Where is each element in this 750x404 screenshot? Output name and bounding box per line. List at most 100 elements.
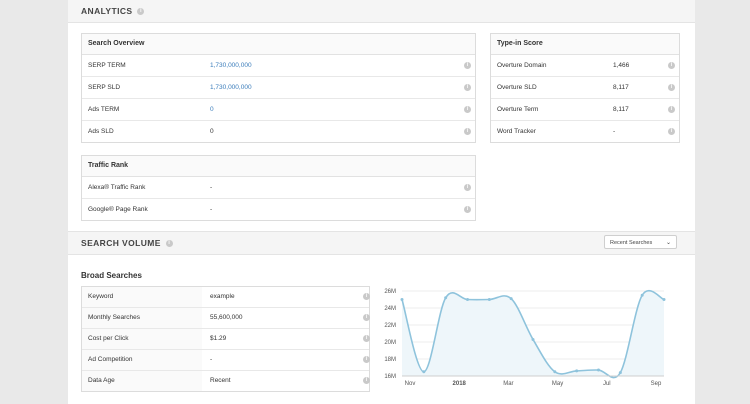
x-tick-label: Sep bbox=[651, 381, 662, 387]
analytics-title-text: ANALYTICS bbox=[81, 6, 133, 16]
y-tick-label: 16M bbox=[384, 374, 396, 380]
data-point bbox=[531, 337, 535, 341]
row-label: Word Tracker bbox=[497, 128, 536, 135]
broad-searches-title: Broad Searches bbox=[81, 271, 142, 280]
info-icon[interactable]: i bbox=[464, 206, 471, 213]
data-point bbox=[597, 368, 600, 372]
row-label: Cost per Click bbox=[82, 329, 202, 349]
row-value-link[interactable]: 1,730,000,000 bbox=[210, 62, 252, 69]
search-overview-panel: Search Overview SERP TERM 1,730,000,000 … bbox=[81, 33, 476, 143]
type-in-score-panel: Type-in Score Overture Domain 1,466 i Ov… bbox=[490, 33, 680, 143]
x-tick-label: Jul bbox=[603, 381, 611, 387]
x-tick-label: Nov bbox=[405, 381, 416, 387]
row-value: 0 bbox=[210, 128, 214, 135]
area-fill bbox=[402, 290, 664, 378]
table-row: Ad Competition - i bbox=[82, 350, 370, 371]
table-row: Keyword example i bbox=[82, 287, 370, 308]
data-point bbox=[575, 369, 579, 373]
info-icon[interactable]: i bbox=[464, 184, 471, 191]
recent-searches-dropdown[interactable]: Recent Searches ⌄ bbox=[604, 235, 677, 249]
row-label: SERP TERM bbox=[88, 62, 126, 69]
row-label: Overture Domain bbox=[497, 62, 547, 69]
table-row: Overture SLD 8,117 i bbox=[491, 77, 679, 99]
data-point bbox=[444, 296, 448, 300]
table-row: Google® Page Rank - i bbox=[82, 199, 475, 220]
search-volume-title: SEARCH VOLUME i bbox=[81, 238, 173, 248]
row-value-link[interactable]: 1,730,000,000 bbox=[210, 84, 252, 91]
page: ANALYTICS i Search Overview SERP TERM 1,7… bbox=[68, 0, 695, 404]
search-volume-header: SEARCH VOLUME i bbox=[68, 231, 695, 255]
dropdown-label: Recent Searches bbox=[610, 240, 653, 246]
table-row: Monthly Searches 55,600,000 i bbox=[82, 308, 370, 329]
row-label: Keyword bbox=[82, 287, 202, 307]
info-icon[interactable]: i bbox=[668, 84, 675, 91]
row-value: example bbox=[210, 293, 235, 300]
data-point bbox=[400, 298, 404, 301]
info-icon[interactable]: i bbox=[165, 240, 173, 248]
row-value: - bbox=[613, 128, 616, 135]
data-point bbox=[509, 297, 513, 301]
table-row: Overture Term 8,117 i bbox=[491, 99, 679, 121]
row-label: Ads TERM bbox=[88, 106, 120, 113]
info-icon[interactable]: i bbox=[464, 84, 471, 91]
broad-searches-table: Keyword example i Monthly Searches 55,60… bbox=[81, 286, 370, 392]
info-icon[interactable]: i bbox=[668, 128, 675, 135]
y-tick-label: 24M bbox=[384, 306, 396, 312]
info-icon[interactable]: i bbox=[464, 128, 471, 135]
traffic-rank-title: Traffic Rank bbox=[82, 156, 475, 177]
table-row: Ads SLD 0 i bbox=[82, 121, 475, 142]
row-label: Overture SLD bbox=[497, 84, 537, 91]
info-icon[interactable]: i bbox=[464, 106, 471, 113]
info-icon[interactable]: i bbox=[464, 62, 471, 69]
data-point bbox=[618, 371, 622, 375]
row-label: Ad Competition bbox=[82, 350, 202, 370]
row-value: 1,466 bbox=[613, 62, 630, 69]
info-icon[interactable]: i bbox=[363, 377, 370, 384]
row-label: Overture Term bbox=[497, 106, 539, 113]
table-row: Alexa® Traffic Rank - i bbox=[82, 177, 475, 199]
table-row: Ads TERM 0 i bbox=[82, 99, 475, 121]
data-point bbox=[640, 293, 644, 297]
info-icon[interactable]: i bbox=[668, 62, 675, 69]
y-tick-label: 26M bbox=[384, 289, 396, 295]
type-in-score-title: Type-in Score bbox=[491, 34, 679, 55]
x-tick-label: Mar bbox=[503, 381, 513, 387]
data-point bbox=[466, 298, 469, 301]
info-icon[interactable]: i bbox=[363, 314, 370, 321]
info-icon[interactable]: i bbox=[137, 8, 145, 16]
info-icon[interactable]: i bbox=[668, 106, 675, 113]
row-value: 55,600,000 bbox=[210, 314, 243, 321]
x-tick-label: May bbox=[552, 381, 563, 387]
row-value: $1.29 bbox=[210, 335, 227, 342]
row-value: - bbox=[210, 206, 213, 213]
table-row: Overture Domain 1,466 i bbox=[491, 55, 679, 77]
row-value-link[interactable]: 0 bbox=[210, 106, 214, 113]
info-icon[interactable]: i bbox=[363, 356, 370, 363]
data-point bbox=[487, 298, 491, 301]
analytics-title: ANALYTICS i bbox=[81, 6, 145, 16]
chevron-down-icon: ⌄ bbox=[665, 240, 671, 246]
table-row: SERP SLD 1,730,000,000 i bbox=[82, 77, 475, 99]
analytics-header: ANALYTICS i bbox=[68, 0, 695, 23]
row-label: SERP SLD bbox=[88, 84, 121, 91]
row-label: Alexa® Traffic Rank bbox=[88, 184, 146, 191]
y-tick-label: 20M bbox=[384, 340, 396, 346]
row-label: Ads SLD bbox=[88, 128, 114, 135]
data-point bbox=[662, 298, 666, 301]
info-icon[interactable]: i bbox=[363, 335, 370, 342]
row-value: 8,117 bbox=[613, 84, 629, 91]
search-volume-title-text: SEARCH VOLUME bbox=[81, 238, 161, 248]
y-tick-label: 18M bbox=[384, 357, 396, 363]
row-label: Google® Page Rank bbox=[88, 206, 148, 213]
traffic-rank-panel: Traffic Rank Alexa® Traffic Rank - i Goo… bbox=[81, 155, 476, 221]
row-value: - bbox=[210, 356, 213, 363]
table-row: Cost per Click $1.29 i bbox=[82, 329, 370, 350]
row-label: Data Age bbox=[82, 371, 202, 391]
info-icon[interactable]: i bbox=[363, 293, 370, 300]
row-value: - bbox=[210, 184, 213, 191]
y-tick-label: 22M bbox=[384, 323, 396, 329]
x-tick-label: 2018 bbox=[453, 381, 467, 387]
table-row: Word Tracker - i bbox=[491, 121, 679, 142]
row-value: 8,117 bbox=[613, 106, 629, 113]
row-value: Recent bbox=[210, 377, 231, 384]
